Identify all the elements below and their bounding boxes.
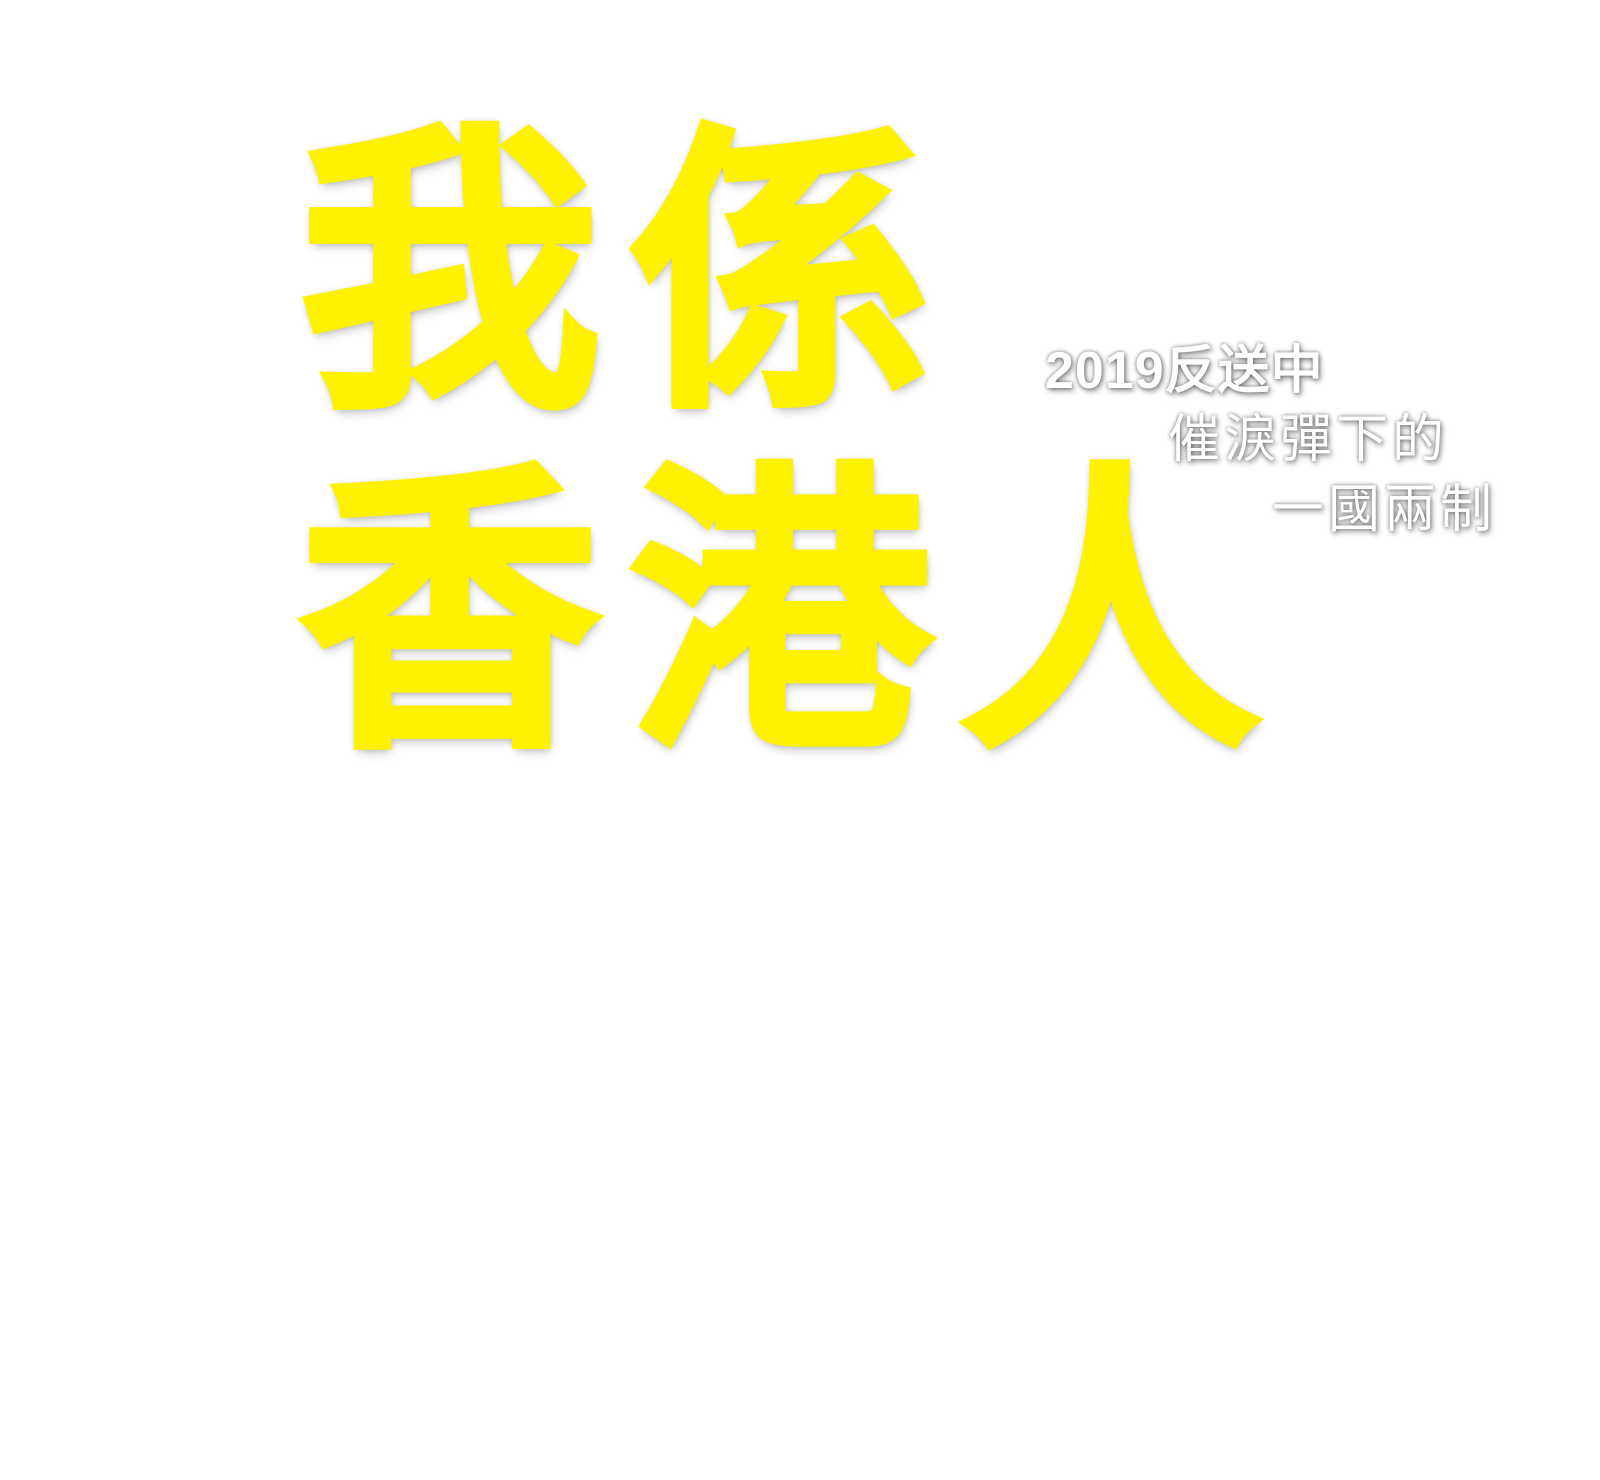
headline-line-1: 我 係 — [285, 100, 945, 449]
headline-char: 係 — [627, 100, 933, 449]
headline-char: 港 — [627, 440, 933, 789]
headline-char: 人 — [957, 440, 1263, 789]
caption-line-1: 2019反送中 — [1045, 342, 1324, 400]
caption-line-3: 一國兩制 — [1272, 480, 1497, 540]
headline-char: 香 — [297, 440, 603, 789]
headline-line-2: 香 港 人 — [285, 440, 1275, 789]
headline-char: 我 — [297, 100, 603, 449]
caption-line-2: 催淚彈下的 — [1168, 410, 1449, 470]
